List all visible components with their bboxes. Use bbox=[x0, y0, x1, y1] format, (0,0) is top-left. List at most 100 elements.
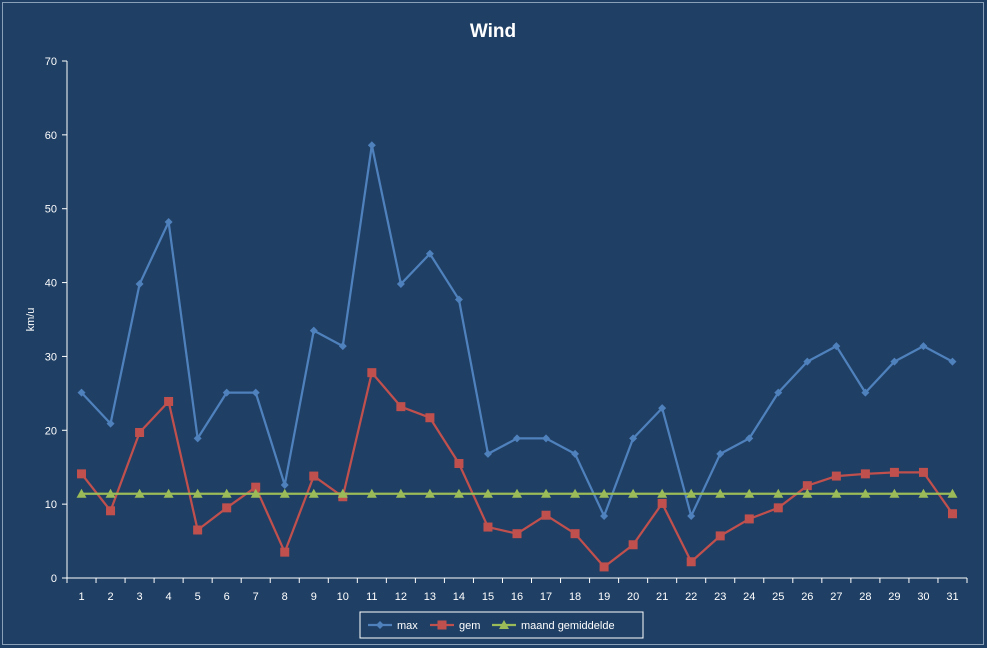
data-point bbox=[745, 434, 754, 443]
data-point bbox=[860, 469, 870, 479]
data-point bbox=[454, 459, 464, 469]
data-point bbox=[803, 357, 812, 366]
data-point bbox=[687, 511, 696, 520]
x-tick-label: 15 bbox=[482, 591, 494, 603]
x-tick-label: 31 bbox=[946, 591, 958, 603]
y-tick-label: 70 bbox=[45, 56, 57, 68]
data-point bbox=[918, 488, 929, 498]
data-point bbox=[513, 434, 521, 443]
x-tick-label: 9 bbox=[311, 591, 317, 603]
data-point bbox=[570, 488, 581, 498]
data-point bbox=[221, 488, 232, 498]
data-point bbox=[105, 488, 116, 498]
data-point bbox=[541, 510, 551, 520]
legend-item: gem bbox=[430, 620, 480, 632]
data-point bbox=[77, 469, 87, 479]
x-tick-label: 5 bbox=[195, 591, 201, 603]
data-point bbox=[571, 449, 580, 458]
data-point bbox=[512, 529, 522, 539]
y-tick-label: 40 bbox=[45, 278, 57, 290]
data-point bbox=[309, 326, 318, 335]
data-point bbox=[308, 488, 319, 498]
data-point bbox=[77, 388, 86, 397]
data-point bbox=[193, 525, 203, 535]
data-point bbox=[860, 488, 871, 498]
data-point bbox=[425, 249, 434, 258]
x-tick-label: 18 bbox=[569, 591, 581, 603]
data-point bbox=[164, 396, 174, 406]
x-tick-label: 7 bbox=[253, 591, 259, 603]
x-tick-label: 16 bbox=[511, 591, 523, 603]
data-point bbox=[541, 488, 552, 498]
legend-marker bbox=[376, 621, 384, 629]
data-point bbox=[715, 531, 725, 541]
data-point bbox=[744, 488, 755, 498]
data-point bbox=[250, 488, 261, 498]
data-point bbox=[106, 419, 115, 428]
data-point bbox=[134, 488, 145, 498]
series-layer bbox=[76, 141, 958, 572]
data-point bbox=[773, 503, 783, 513]
data-point bbox=[890, 357, 899, 366]
data-point bbox=[251, 482, 261, 492]
data-point bbox=[280, 547, 290, 557]
data-point bbox=[716, 449, 725, 458]
data-point bbox=[396, 280, 405, 289]
y-tick-label: 60 bbox=[45, 130, 57, 142]
legend: max gem maand gemiddelde bbox=[359, 611, 644, 639]
data-point bbox=[686, 488, 697, 498]
data-point bbox=[482, 488, 493, 498]
series-max bbox=[77, 141, 957, 520]
data-point bbox=[832, 342, 841, 351]
y-tick-label: 0 bbox=[51, 573, 57, 585]
data-point bbox=[424, 488, 435, 498]
data-point bbox=[483, 522, 493, 532]
x-tick-label: 26 bbox=[801, 591, 813, 603]
legend-item: maand gemiddelde bbox=[492, 620, 615, 632]
data-point bbox=[483, 449, 492, 458]
legend-label: max bbox=[397, 620, 418, 632]
data-point bbox=[599, 488, 610, 498]
x-tick-label: 11 bbox=[366, 591, 377, 603]
data-point bbox=[367, 141, 376, 150]
data-point bbox=[570, 529, 580, 539]
x-tick-label: 28 bbox=[859, 591, 871, 603]
data-point bbox=[337, 488, 348, 498]
x-tick-label: 1 bbox=[78, 591, 84, 603]
x-tick-label: 14 bbox=[453, 591, 465, 603]
x-tick-label: 22 bbox=[685, 591, 697, 603]
data-point bbox=[280, 480, 289, 489]
x-tick-label: 10 bbox=[337, 591, 349, 603]
data-point bbox=[889, 488, 900, 498]
data-point bbox=[802, 488, 813, 498]
data-point bbox=[861, 388, 870, 397]
x-tick-label: 13 bbox=[424, 591, 436, 603]
x-tick-label: 17 bbox=[540, 591, 552, 603]
x-tick-label: 29 bbox=[888, 591, 900, 603]
data-point bbox=[542, 434, 551, 443]
legend-marker bbox=[437, 620, 447, 630]
x-tick-label: 19 bbox=[598, 591, 610, 603]
data-point bbox=[193, 434, 202, 443]
data-point bbox=[163, 488, 174, 498]
data-point bbox=[309, 471, 319, 481]
x-tick-label: 8 bbox=[282, 591, 288, 603]
data-point bbox=[222, 503, 232, 513]
legend-box bbox=[359, 611, 644, 639]
x-tick-label: 12 bbox=[395, 591, 407, 603]
data-point bbox=[106, 506, 116, 516]
data-point bbox=[744, 514, 754, 524]
x-tick-label: 24 bbox=[743, 591, 755, 603]
data-point bbox=[715, 488, 726, 498]
data-point bbox=[192, 488, 203, 498]
legend-marker bbox=[499, 620, 509, 629]
legend-item: max bbox=[368, 620, 418, 632]
legend-label: gem bbox=[459, 620, 480, 632]
data-point bbox=[251, 388, 260, 397]
data-point bbox=[947, 488, 958, 498]
